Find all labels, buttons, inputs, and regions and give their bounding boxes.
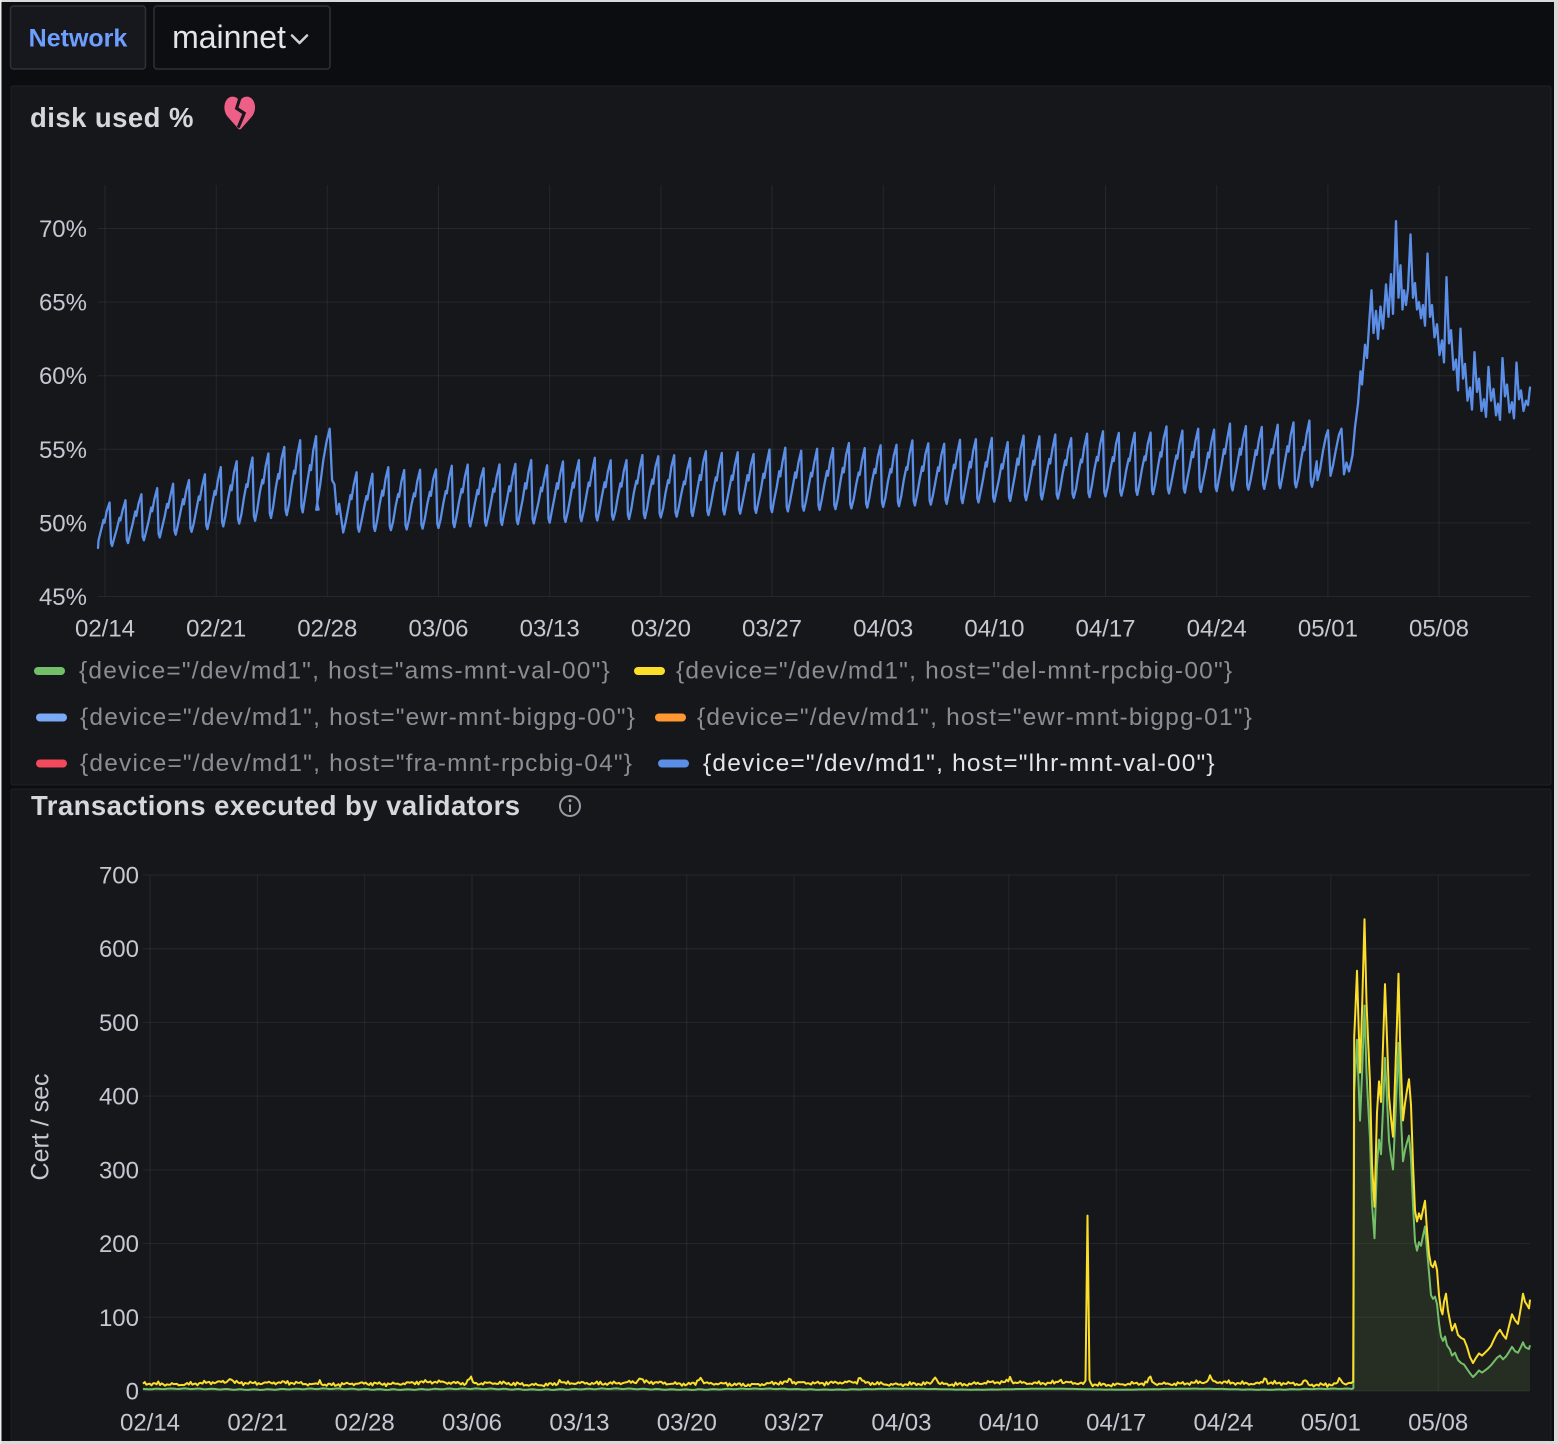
svg-text:65%: 65% [39,290,87,317]
svg-text:{device="/dev/md1", host="ewr-: {device="/dev/md1", host="ewr-mnt-bigpg-… [80,704,636,731]
svg-text:05/01: 05/01 [1301,1410,1361,1437]
svg-text:04/17: 04/17 [1086,1410,1146,1437]
svg-text:50%: 50% [39,510,87,537]
svg-text:Transactions executed by valid: Transactions executed by validators [31,790,521,821]
svg-text:{device="/dev/md1", host="ams-: {device="/dev/md1", host="ams-mnt-val-00… [79,658,611,685]
svg-text:200: 200 [99,1231,139,1258]
svg-text:03/27: 03/27 [742,616,802,643]
svg-text:04/03: 04/03 [871,1410,931,1437]
svg-text:500: 500 [99,1010,139,1037]
svg-text:02/21: 02/21 [186,616,246,643]
svg-text:{device="/dev/md1", host="ewr-: {device="/dev/md1", host="ewr-mnt-bigpg-… [697,704,1253,731]
svg-text:05/01: 05/01 [1298,616,1358,643]
svg-text:04/03: 04/03 [853,616,913,643]
svg-text:400: 400 [99,1084,139,1111]
svg-text:45%: 45% [39,584,87,611]
svg-text:{device="/dev/md1", host="fra-: {device="/dev/md1", host="fra-mnt-rpcbig… [80,750,633,777]
svg-text:02/28: 02/28 [297,616,357,643]
svg-text:02/21: 02/21 [227,1410,287,1437]
svg-text:55%: 55% [39,437,87,464]
svg-text:300: 300 [99,1157,139,1184]
svg-text:70%: 70% [39,216,87,243]
svg-text:04/24: 04/24 [1187,616,1247,643]
svg-text:03/20: 03/20 [657,1410,717,1437]
svg-text:04/17: 04/17 [1075,616,1135,643]
svg-text:05/08: 05/08 [1409,616,1469,643]
svg-text:02/28: 02/28 [335,1410,395,1437]
svg-text:mainnet: mainnet [172,19,286,55]
svg-text:03/13: 03/13 [549,1410,609,1437]
svg-text:03/06: 03/06 [408,616,468,643]
svg-text:60%: 60% [39,363,87,390]
svg-text:100: 100 [99,1305,139,1332]
svg-text:04/10: 04/10 [964,616,1024,643]
svg-text:disk used %: disk used % [30,102,194,133]
svg-text:03/20: 03/20 [631,616,691,643]
svg-text:03/06: 03/06 [442,1410,502,1437]
svg-text:05/08: 05/08 [1408,1410,1468,1437]
svg-text:600: 600 [99,936,139,963]
svg-text:03/27: 03/27 [764,1410,824,1437]
svg-text:04/10: 04/10 [979,1410,1039,1437]
svg-text:{device="/dev/md1", host="lhr-: {device="/dev/md1", host="lhr-mnt-val-00… [703,750,1216,777]
svg-text:{device="/dev/md1", host="del-: {device="/dev/md1", host="del-mnt-rpcbig… [676,658,1233,685]
svg-text:02/14: 02/14 [120,1410,180,1437]
svg-text:700: 700 [99,863,139,890]
svg-text:Cert / sec: Cert / sec [27,1074,55,1181]
svg-text:03/13: 03/13 [520,616,580,643]
svg-text:02/14: 02/14 [75,616,135,643]
svg-text:Network: Network [29,25,128,53]
svg-text:0: 0 [126,1379,139,1406]
svg-text:04/24: 04/24 [1193,1410,1253,1437]
